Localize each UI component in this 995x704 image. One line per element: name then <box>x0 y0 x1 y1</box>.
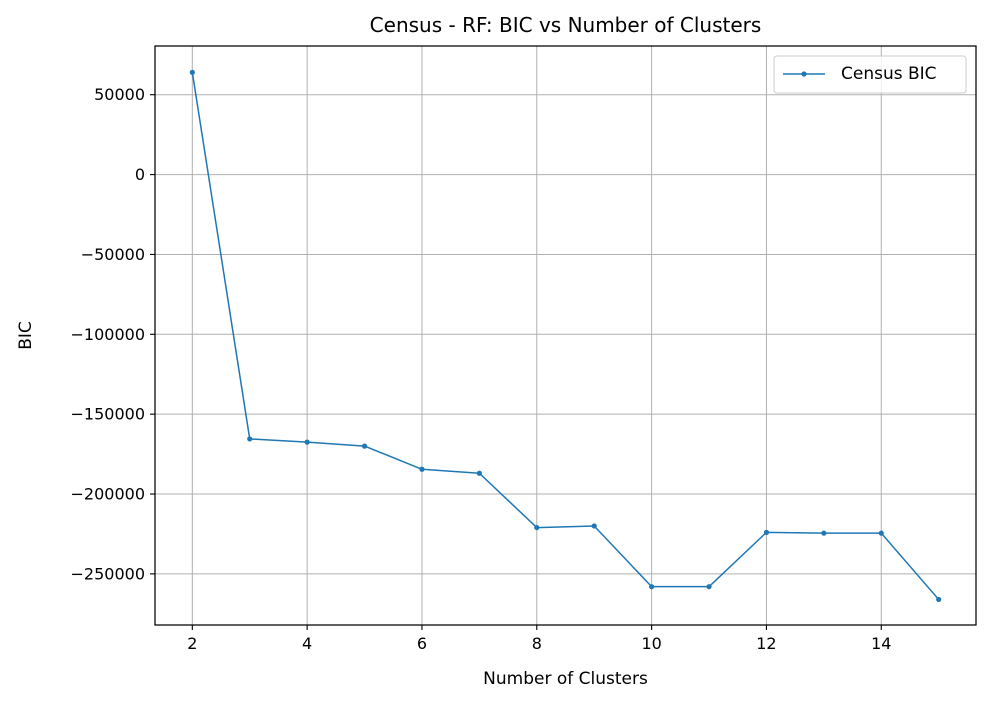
x-tick-label: 6 <box>417 634 427 653</box>
series-layer <box>189 69 942 603</box>
legend: Census BIC <box>773 55 967 94</box>
chart-title: Census - RF: BIC vs Number of Clusters <box>370 13 762 37</box>
data-point <box>649 584 655 590</box>
legend-box <box>773 55 967 94</box>
axis-ticks: 2 4 6 8 10 12 14 50000 0 −50000 −100000 −150000 −200… <box>71 85 892 653</box>
y-tick-label: −50000 <box>81 245 145 264</box>
data-point <box>476 470 482 476</box>
x-tick-label: 10 <box>641 634 661 653</box>
data-point <box>706 584 712 590</box>
data-point <box>878 530 884 536</box>
x-tick-label: 12 <box>756 634 776 653</box>
data-point <box>247 436 253 442</box>
plot-frame <box>154 45 977 626</box>
x-tick-label: 14 <box>871 634 891 653</box>
data-point <box>534 524 540 531</box>
y-tick-label: −250000 <box>71 564 145 583</box>
data-point <box>763 529 770 535</box>
y-axis-label: BIC <box>16 321 36 350</box>
legend-marker-sample <box>801 71 807 77</box>
grid <box>155 46 976 625</box>
data-point <box>361 443 368 449</box>
x-tick-label: 2 <box>187 634 197 653</box>
x-axis-label: Number of Clusters <box>483 669 648 689</box>
data-point <box>591 523 597 529</box>
y-tick-label: −200000 <box>71 485 145 504</box>
data-point <box>419 466 425 472</box>
data-point <box>189 69 195 75</box>
y-tick-label: 50000 <box>94 85 145 104</box>
data-point <box>304 439 310 445</box>
y-tick-label: 0 <box>135 165 145 184</box>
series-line <box>191 72 940 600</box>
legend-label: Census BIC <box>841 64 937 84</box>
y-tick-label: −100000 <box>71 325 145 344</box>
x-tick-label: 8 <box>532 634 542 653</box>
data-point <box>936 596 942 603</box>
x-tick-label: 4 <box>302 634 312 653</box>
y-tick-label: −150000 <box>71 405 145 424</box>
data-point <box>821 530 827 536</box>
